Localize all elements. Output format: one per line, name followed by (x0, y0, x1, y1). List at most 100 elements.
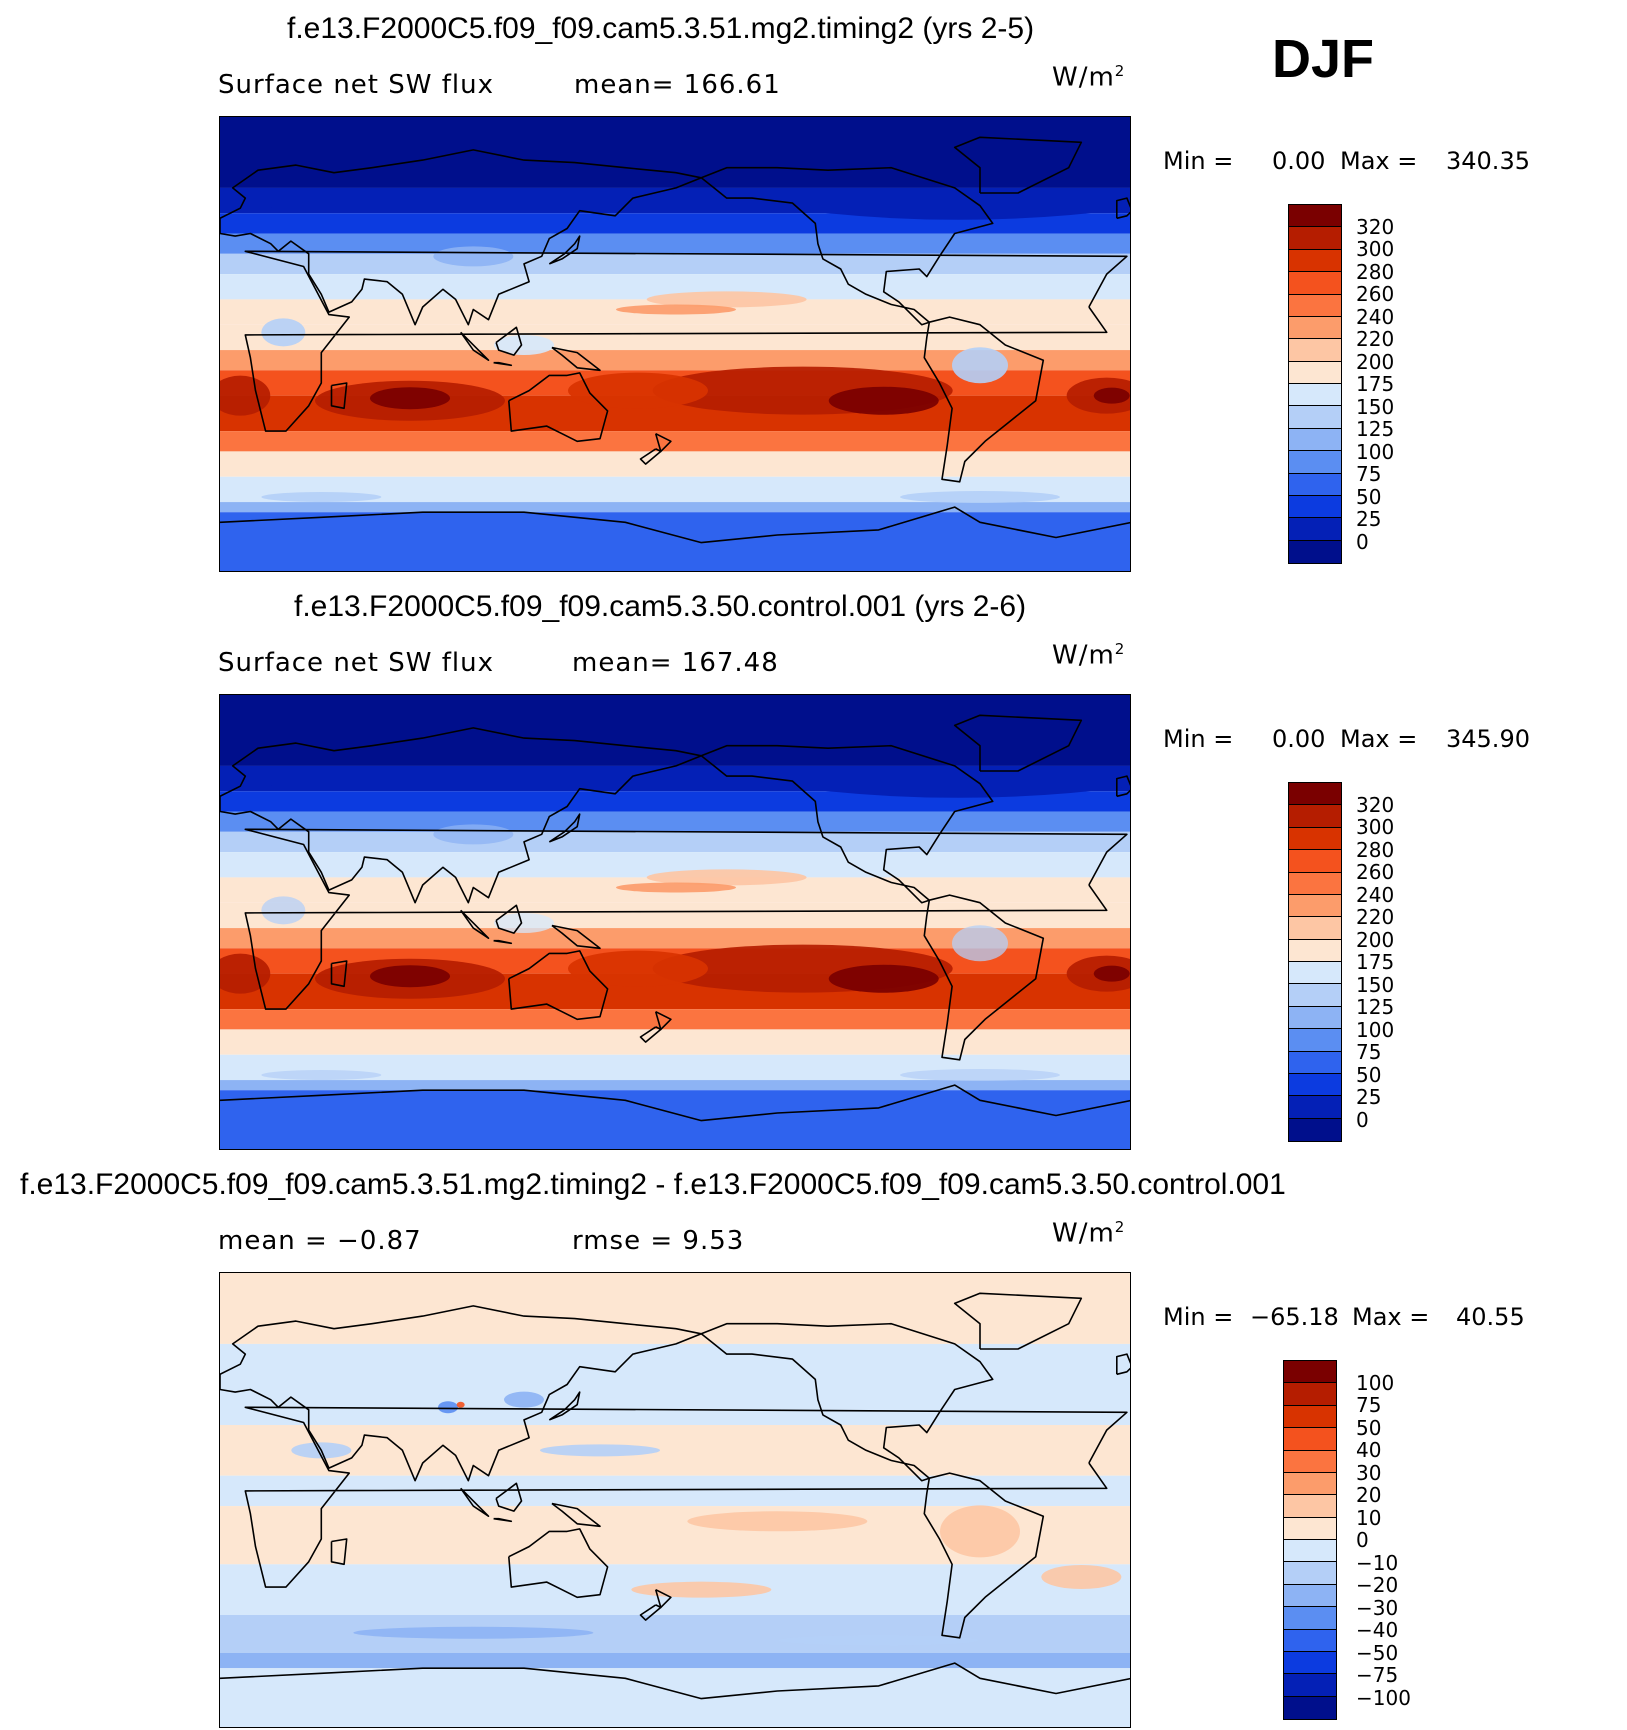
field-patch (220, 765, 1130, 798)
panel-1-mean: mean= 166.61 (574, 70, 781, 100)
field-blob (220, 953, 271, 994)
coastline (548, 235, 581, 265)
colorbar-swatch (1289, 783, 1341, 806)
field-blob (1093, 387, 1130, 404)
colorbar-swatch (1284, 1450, 1336, 1473)
coastline (953, 1292, 1083, 1350)
field-blob (456, 1401, 465, 1408)
colorbar-level-label: 40 (1356, 1438, 1382, 1462)
coastline (923, 1472, 1045, 1639)
coastline (923, 894, 1045, 1061)
field-blob (433, 824, 514, 845)
coastline (639, 1026, 662, 1043)
field-blob (220, 375, 271, 416)
panel-3-units: W/m2 (1052, 1218, 1125, 1249)
coastline (923, 316, 1045, 483)
colorbar-level-label: 260 (1356, 282, 1395, 306)
field-blob (900, 1069, 1060, 1081)
coastline (953, 714, 1083, 772)
colorbar-level-label: 200 (1356, 349, 1395, 374)
field-band (220, 1653, 1130, 1669)
colorbar-level-label: −40 (1356, 1618, 1399, 1642)
panel-2-map-field (220, 695, 1130, 1149)
colorbar-swatch (1284, 1383, 1336, 1406)
panel-2-max-label: Max = (1340, 725, 1418, 753)
colorbar-level-label: 125 (1356, 417, 1395, 441)
field-blob (540, 1444, 660, 1457)
field-blob (261, 896, 306, 925)
colorbar-level-label: 320 (1356, 214, 1395, 239)
colorbar-swatch (1289, 962, 1341, 985)
colorbar-swatch (1289, 540, 1341, 563)
colorbar-swatch (1289, 827, 1341, 851)
field-blob (952, 925, 1008, 962)
colorbar-swatch (1284, 1629, 1336, 1652)
coastline (220, 1305, 703, 1482)
panel-3-map (219, 1272, 1131, 1728)
colorbar-level-label: 50 (1356, 1062, 1382, 1087)
colorbar-swatch (1284, 1495, 1336, 1518)
field-band (220, 451, 1130, 477)
colorbar-level-label: 175 (1356, 950, 1395, 974)
colorbar-swatch (1289, 518, 1341, 541)
panel-2-units-base: W/m (1052, 640, 1115, 671)
colorbar-level-label: 75 (1356, 1040, 1382, 1064)
field-band (220, 1343, 1130, 1425)
colorbar-level-label: −30 (1356, 1595, 1399, 1620)
colorbar-swatch (1289, 361, 1341, 384)
colorbar-swatch (1284, 1405, 1336, 1429)
coastline (508, 372, 609, 443)
panel-2-colorbar (1288, 782, 1342, 1142)
panel-3-title: f.e13.F2000C5.f09_f09.cam5.3.51.mg2.timi… (20, 1168, 1286, 1201)
colorbar-level-label: 220 (1356, 327, 1395, 351)
coastline (551, 924, 601, 950)
colorbar-swatch (1289, 227, 1341, 250)
colorbar-swatch (1289, 495, 1341, 519)
colorbar-level-label: 150 (1356, 972, 1395, 997)
colorbar-swatch (1284, 1674, 1336, 1697)
colorbar-level-label: 0 (1356, 529, 1369, 554)
colorbar-level-label: −20 (1356, 1573, 1399, 1597)
field-blob (568, 372, 708, 409)
coastline (639, 448, 662, 465)
field-band (220, 695, 1130, 766)
field-blob (568, 950, 708, 987)
colorbar-level-label: 280 (1356, 837, 1395, 862)
colorbar-swatch (1289, 428, 1341, 452)
colorbar-swatch (1289, 1073, 1341, 1097)
field-blob (828, 964, 939, 993)
field-band (220, 1425, 1130, 1476)
colorbar-swatch (1289, 272, 1341, 295)
colorbar-swatch (1289, 894, 1341, 918)
field-band (220, 902, 1130, 929)
field-band (220, 1668, 1130, 1727)
field-blob (261, 492, 382, 502)
colorbar-level-label: 50 (1356, 1415, 1382, 1440)
panel-3-rmse: rmse = 9.53 (572, 1226, 745, 1256)
coastline (1116, 1353, 1130, 1376)
colorbar-level-label: 0 (1356, 1107, 1369, 1132)
coastline (548, 813, 581, 843)
coastline (639, 1604, 662, 1621)
colorbar-swatch (1289, 872, 1341, 895)
coastline (495, 1482, 523, 1512)
panel-1-units-exp: 2 (1114, 62, 1126, 80)
coastline (330, 960, 348, 988)
field-blob (494, 913, 554, 933)
colorbar-level-label: 100 (1356, 1370, 1395, 1395)
coastline (244, 1406, 1128, 1588)
colorbar-swatch (1289, 984, 1341, 1007)
field-band (220, 928, 1130, 949)
colorbar-swatch (1289, 917, 1341, 940)
panel-2-units: W/m2 (1052, 640, 1125, 671)
panel-3-mean: mean = −0.87 (218, 1226, 422, 1256)
colorbar-swatch (1284, 1696, 1336, 1719)
panel-2-map (219, 694, 1131, 1150)
colorbar-swatch (1289, 339, 1341, 362)
coastline (493, 1517, 513, 1523)
colorbar-swatch (1289, 939, 1341, 962)
colorbar-level-label: 240 (1356, 882, 1395, 907)
field-blob (646, 291, 807, 308)
coastline (220, 1084, 1130, 1122)
panel-3-min-label: Min = (1163, 1303, 1234, 1331)
